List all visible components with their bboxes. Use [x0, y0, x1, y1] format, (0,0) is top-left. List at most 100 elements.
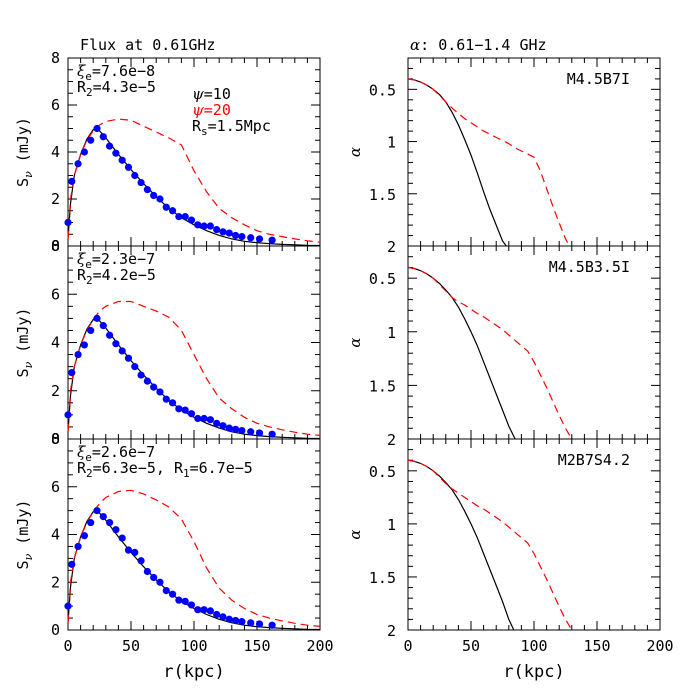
annotation: ξe=7.6e−8: [77, 62, 155, 83]
data-point: [143, 186, 151, 194]
data-point: [194, 606, 202, 614]
y-tick-label: 1: [387, 516, 396, 534]
data-point: [99, 322, 107, 330]
y-tick-label: 1: [387, 134, 396, 152]
data-point: [162, 203, 170, 211]
y-tick-label: 2: [51, 382, 60, 400]
annotation-sub: e: [85, 258, 92, 271]
annotation-prefix: R: [77, 78, 87, 96]
y-axis-label: Sν (mJy): [14, 117, 35, 187]
data-point: [175, 596, 183, 604]
y-tick-label: 1.5: [369, 186, 396, 204]
data-point: [225, 229, 233, 237]
series-line-psi20: [67, 489, 321, 627]
data-point: [187, 410, 196, 418]
legend-entry: ψ=20: [192, 101, 231, 119]
data-point: [231, 616, 240, 625]
data-point: [131, 171, 139, 180]
annotation-value: =4.3e−5: [93, 78, 156, 96]
data-point: [64, 411, 72, 419]
data-point: [206, 607, 214, 615]
series-line-psi10: [67, 318, 321, 440]
y-axis-label-main: S: [14, 178, 32, 187]
y-tick-label: 1: [387, 324, 396, 342]
y-tick-label: 0: [51, 237, 60, 255]
legend-entry: ψ=10: [192, 85, 231, 103]
annotation-value: =2.6e−7: [92, 443, 155, 461]
annotation-sub: e: [85, 451, 92, 464]
y-tick-label: 4: [51, 334, 60, 352]
data-point: [87, 326, 95, 335]
data-point: [181, 406, 189, 414]
data-point: [124, 546, 133, 554]
annotation-sub: 2: [86, 467, 93, 480]
y-axis-label-sub: ν: [22, 361, 35, 368]
x-axis-label: r(kpc): [163, 662, 224, 682]
data-point: [118, 534, 126, 542]
data-point: [231, 231, 240, 240]
data-point: [268, 621, 276, 629]
data-point: [68, 369, 76, 377]
annotation-prefix: R: [77, 266, 87, 284]
series-line-psi10: [407, 459, 515, 631]
data-point: [255, 620, 264, 628]
legend-value: =20: [204, 101, 231, 119]
data-point: [219, 613, 227, 621]
y-tick-label: 0: [51, 430, 60, 448]
data-point: [187, 601, 196, 609]
data-point: [213, 225, 221, 234]
data-point: [168, 399, 177, 407]
data-point: [131, 548, 139, 557]
y-axis-label-sub: ν: [22, 171, 35, 178]
annotation-prefix: R: [77, 459, 87, 477]
model-label: M2B7S4.2: [558, 451, 630, 469]
annotation-sub: 2: [86, 274, 93, 287]
y-axis-label-unit: (mJy): [14, 500, 32, 554]
y-axis-label-symbol: α: [346, 147, 364, 157]
data-point: [137, 557, 145, 565]
data-point: [99, 512, 107, 521]
data-point: [238, 618, 246, 626]
data-point: [200, 222, 208, 230]
panel-alpha-top: 0.5 1 1.5 2 α M4.5B7I: [346, 57, 661, 256]
annotation: R2=6.3e−5, R1=6.7e−5: [77, 459, 253, 480]
data-point: [175, 213, 183, 221]
data-point: [247, 234, 255, 242]
left-title: Flux at 0.61GHz: [80, 36, 215, 54]
data-point: [162, 395, 170, 403]
data-point: [194, 414, 202, 423]
model-label: M4.5B3.5I: [549, 258, 630, 276]
y-axis-label: Sν (mJy): [14, 500, 35, 570]
y-axis-label-symbol: α: [346, 529, 364, 539]
data-point: [93, 124, 101, 133]
y-axis-label-unit: (mJy): [14, 117, 32, 171]
x-tick-label: 200: [306, 637, 333, 655]
data-point: [80, 341, 88, 349]
data-point: [231, 425, 240, 433]
annotation: R2=4.3e−5: [77, 78, 156, 99]
y-axis-label: α: [346, 529, 364, 539]
data-point: [87, 136, 95, 144]
data-point: [137, 371, 145, 379]
y-tick-label: 6: [51, 478, 60, 496]
y-axis-label-sub: ν: [22, 553, 35, 560]
data-point: [225, 615, 233, 623]
series-line-psi20: [407, 78, 570, 247]
x-tick-label: 200: [646, 637, 673, 655]
data-point: [143, 377, 151, 385]
data-point: [219, 228, 227, 236]
annotation-symbol: ξ: [77, 250, 86, 268]
y-tick-label: 8: [51, 237, 60, 255]
y-tick-label: 0.5: [369, 463, 396, 481]
y-tick-label: 0.5: [369, 270, 396, 288]
data-point: [238, 233, 246, 241]
data-point: [137, 178, 145, 187]
data-point: [131, 363, 139, 371]
model-label: M4.5B7I: [567, 70, 630, 88]
y-tick-label: 2: [387, 622, 396, 640]
legend-value: =1.5Mpc: [208, 117, 271, 135]
data-point: [64, 602, 72, 610]
data-point: [150, 191, 158, 200]
y-axis-label: Sν (mJy): [14, 308, 35, 378]
